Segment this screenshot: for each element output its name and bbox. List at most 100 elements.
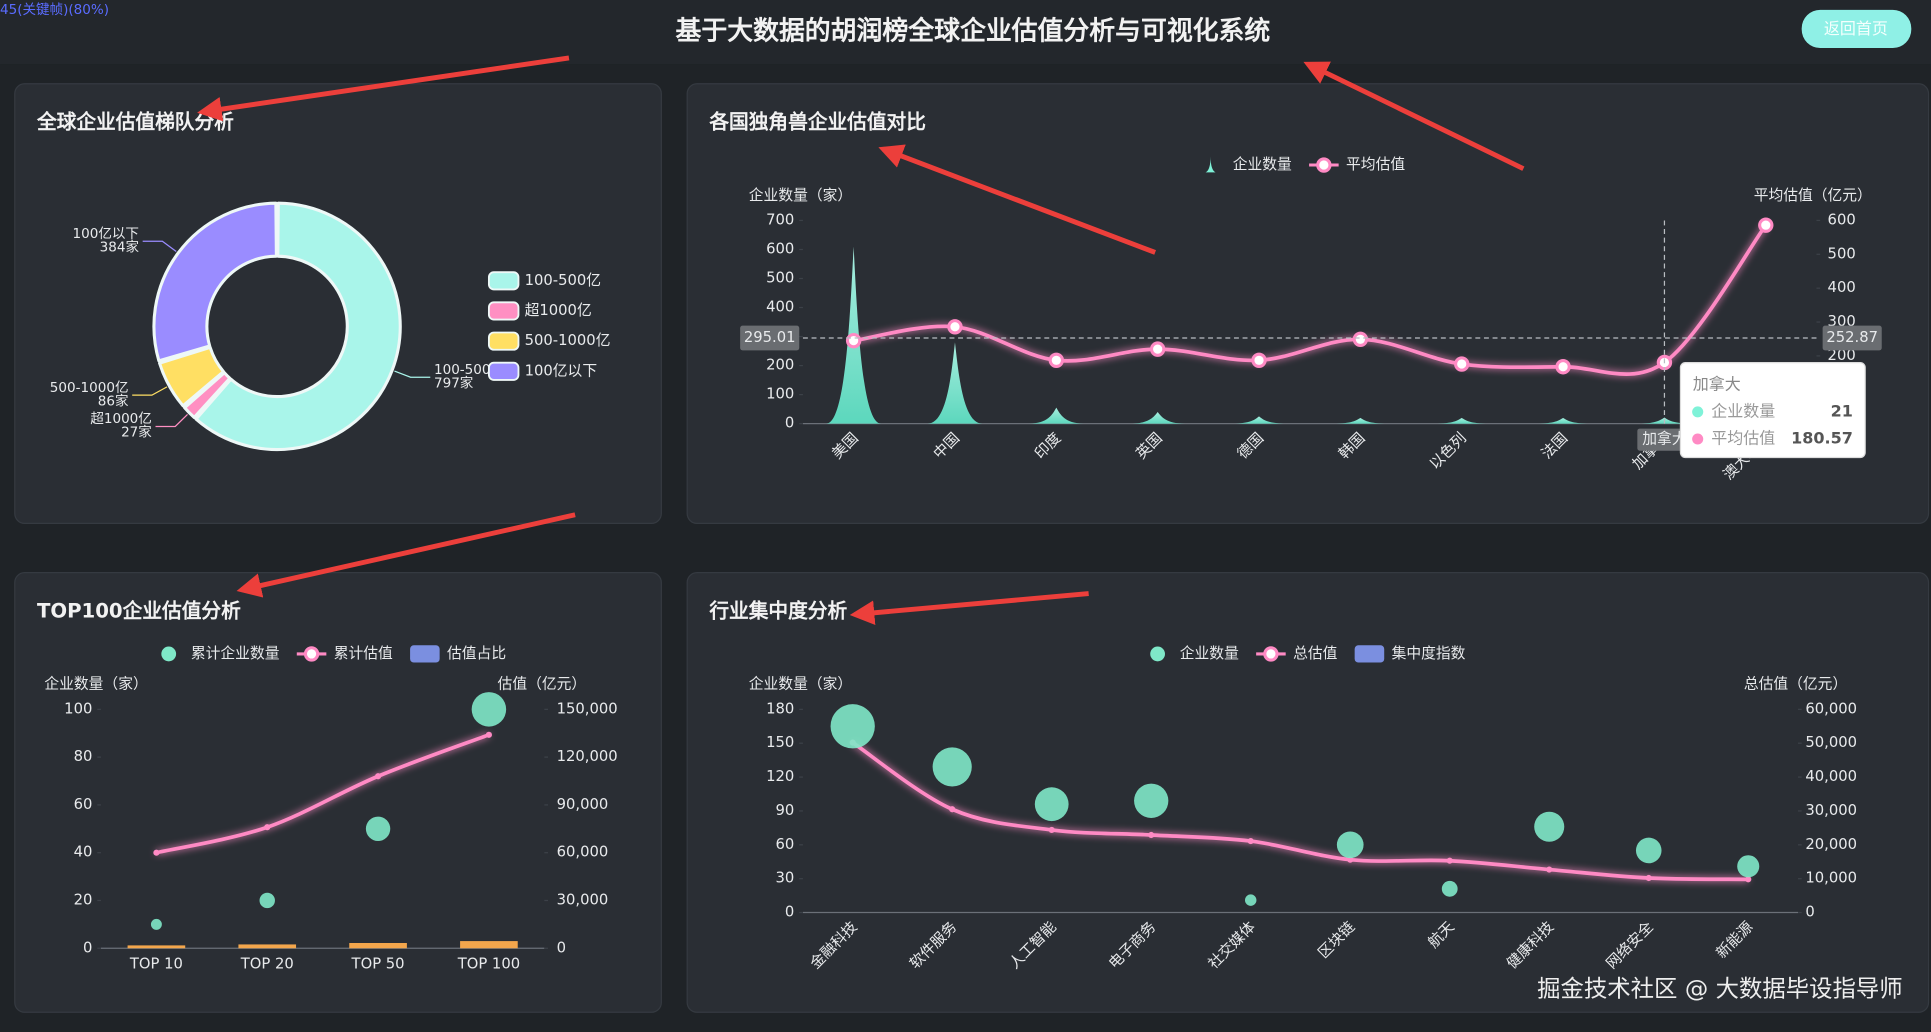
y2-axis-name: 估值（亿元）: [498, 676, 587, 693]
line-point: [1758, 217, 1774, 233]
legend-icon: [161, 646, 177, 662]
tooltip-title: 加拿大: [1693, 374, 1741, 393]
tooltip: [1679, 362, 1866, 459]
line-point: [1745, 876, 1752, 883]
panel: [14, 83, 662, 525]
spike: [1231, 416, 1287, 424]
legend-icon: [487, 301, 520, 321]
legend-label: 企业数量: [1180, 644, 1239, 662]
slice-value-label: 86家: [98, 392, 129, 409]
tooltip-value: 180.57: [1791, 428, 1853, 447]
bubble: [1034, 787, 1069, 822]
panel-title: 行业集中度分析: [708, 600, 847, 623]
pie-slice: [152, 201, 278, 363]
slice-value-label: 797家: [434, 374, 474, 391]
y-tick-label: 600: [766, 240, 794, 257]
legend-icon: [1316, 157, 1332, 173]
y-tick-label: 0: [83, 939, 92, 956]
x-tick-label: TOP 100: [457, 955, 520, 972]
line: [853, 224, 1768, 376]
frame-label: 45(关键帧)(80%): [0, 2, 109, 18]
bar: [127, 945, 186, 949]
y-tick-label: 0: [785, 904, 794, 921]
y-tick-label: 700: [766, 211, 794, 228]
x-tick-label: TOP 50: [351, 955, 405, 972]
y-tick-label: 200: [766, 357, 794, 374]
tooltip-name: 企业数量: [1711, 401, 1775, 420]
bubble: [259, 892, 275, 909]
line-point: [1555, 359, 1571, 375]
panel: [686, 572, 1930, 1013]
y2-tick-label: 500: [1828, 245, 1856, 262]
line-point: [1347, 856, 1354, 863]
y2-tick-label: 0: [557, 939, 566, 956]
y-axis-name: 企业数量（家）: [749, 675, 852, 693]
arrow: [1303, 61, 1525, 171]
slice-label: 超1000亿: [90, 411, 152, 427]
legend-icon: [1263, 646, 1279, 662]
y2-tick-label: 0: [1805, 904, 1814, 921]
legend-label: 平均估值: [1346, 156, 1405, 173]
home-button-label[interactable]: 返回首页: [1824, 19, 1888, 38]
legend-icon: [487, 331, 520, 351]
y-tick-label: 400: [766, 299, 794, 316]
page-title: 基于大数据的胡润榜全球企业估值分析与可视化系统: [676, 16, 1271, 47]
line-point: [485, 731, 492, 738]
line-point: [1546, 866, 1553, 873]
y2-tick-label: 40,000: [1805, 768, 1857, 785]
arrow: [197, 55, 570, 122]
bar: [349, 943, 407, 949]
line-point: [1251, 352, 1267, 369]
legend-icon: [1150, 646, 1166, 662]
line-point: [1446, 857, 1453, 864]
home-button[interactable]: [1801, 9, 1912, 49]
label-line: [132, 386, 168, 396]
bar: [460, 941, 518, 949]
bar: [238, 944, 297, 949]
slice-label: 500-1000亿: [50, 380, 129, 396]
legend-label: 估值占比: [447, 645, 506, 662]
label-line: [394, 370, 431, 378]
watermark: 掘金技术社区 @ 大数据毕设指导师: [1537, 975, 1902, 1003]
slice-label: 100-500亿: [434, 362, 504, 378]
y-axis-name: 企业数量（家）: [749, 186, 852, 204]
pie-slice: [194, 201, 402, 452]
line-point: [264, 824, 271, 831]
bubble: [830, 704, 875, 749]
line-point: [947, 319, 963, 335]
legend-icon: [303, 646, 320, 662]
legend-label: 100-500亿: [525, 272, 601, 289]
bubble: [1635, 837, 1662, 864]
legend-icon: [487, 361, 520, 381]
annotation-arrows: [197, 55, 1525, 626]
line-point: [1048, 826, 1055, 833]
pointer-label-box: [740, 325, 800, 351]
pie-slice: [158, 345, 226, 408]
label-line: [155, 413, 188, 428]
tooltip-name: 平均估值: [1711, 428, 1775, 447]
y2-tick-label: 600: [1828, 211, 1856, 228]
legend-label: 100亿以下: [525, 362, 597, 379]
tooltip-marker: [1692, 433, 1704, 445]
line: [851, 741, 1749, 882]
y2-tick-label: 90,000: [557, 796, 609, 813]
y-axis-name: 企业数量（家）: [44, 675, 147, 693]
arrow: [878, 144, 1157, 255]
panel-title: 全球企业估值梯队分析: [36, 111, 234, 134]
y-tick-label: 100: [766, 386, 794, 403]
pointer-label-box: [1822, 325, 1882, 351]
y-tick-label: 60: [776, 836, 795, 853]
y2-tick-label: 200: [1828, 347, 1856, 364]
legend-label: 累计企业数量: [191, 644, 280, 662]
panel: [14, 572, 662, 1013]
y-tick-label: 80: [74, 748, 93, 765]
legend-label: 500-1000亿: [525, 332, 611, 349]
arrow: [236, 512, 576, 598]
spike: [1535, 417, 1591, 424]
y2-axis-name: 平均估值（亿元）: [1754, 187, 1872, 204]
line-point: [374, 773, 382, 780]
bubble: [1534, 811, 1565, 842]
tooltip-marker: [1692, 406, 1704, 418]
bubble: [1336, 831, 1364, 859]
